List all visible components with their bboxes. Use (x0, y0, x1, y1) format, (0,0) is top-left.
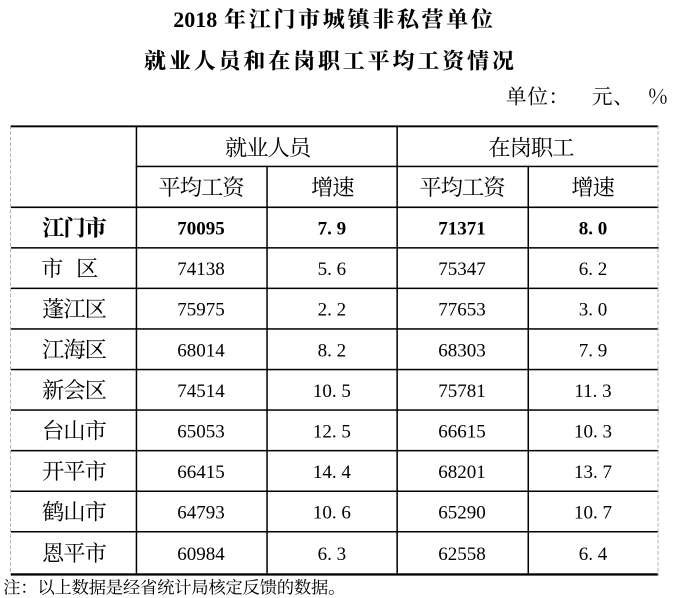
svg-text:6. 4: 6. 4 (579, 544, 608, 565)
svg-text:6. 3: 6. 3 (318, 544, 347, 565)
svg-text:75781: 75781 (438, 381, 486, 402)
svg-text:66615: 66615 (438, 421, 486, 442)
svg-text:7. 9: 7. 9 (579, 340, 608, 361)
svg-text:12. 5: 12. 5 (313, 421, 351, 442)
svg-text:75347: 75347 (438, 259, 486, 280)
svg-text:2. 2: 2. 2 (318, 300, 347, 321)
svg-text:7. 9: 7. 9 (318, 219, 347, 240)
svg-text:10. 6: 10. 6 (313, 503, 351, 524)
svg-text:11. 3: 11. 3 (574, 381, 611, 402)
svg-text:68014: 68014 (177, 340, 225, 361)
svg-text:8. 2: 8. 2 (318, 340, 347, 361)
svg-text:68303: 68303 (438, 340, 486, 361)
svg-text:75975: 75975 (177, 300, 225, 321)
svg-text:74138: 74138 (177, 259, 225, 280)
svg-text:62558: 62558 (438, 544, 486, 565)
svg-text:65053: 65053 (177, 421, 225, 442)
svg-text:70095: 70095 (177, 219, 225, 240)
svg-text:64793: 64793 (177, 503, 225, 524)
svg-text:10. 7: 10. 7 (574, 503, 612, 524)
svg-text:74514: 74514 (177, 381, 225, 402)
svg-text:77653: 77653 (438, 300, 486, 321)
svg-text:60984: 60984 (177, 544, 225, 565)
svg-text:10. 5: 10. 5 (313, 381, 351, 402)
svg-text:2018: 2018 (173, 7, 217, 32)
svg-text:65290: 65290 (438, 503, 486, 524)
svg-text:13. 7: 13. 7 (574, 462, 612, 483)
svg-text:66415: 66415 (177, 462, 225, 483)
svg-text:5. 6: 5. 6 (318, 259, 347, 280)
svg-text:3. 0: 3. 0 (579, 300, 608, 321)
svg-text:10. 3: 10. 3 (574, 421, 612, 442)
svg-text:68201: 68201 (438, 462, 486, 483)
svg-text:8. 0: 8. 0 (579, 219, 608, 240)
svg-text:71371: 71371 (438, 219, 486, 240)
svg-text:14. 4: 14. 4 (313, 462, 352, 483)
svg-text:6. 2: 6. 2 (579, 259, 608, 280)
